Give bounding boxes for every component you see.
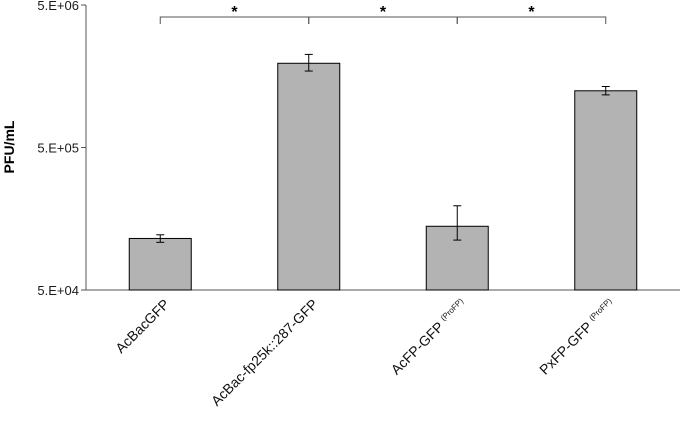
category-label: AcBacGFP <box>112 296 172 356</box>
y-axis-title: PFU/mL <box>1 120 17 173</box>
y-tick-label: 5.E+05 <box>37 141 79 156</box>
bar <box>574 90 638 291</box>
significance-marker: * <box>528 4 535 21</box>
significance-marker: * <box>231 4 238 21</box>
category-label-text: AcBacGFP <box>112 296 172 356</box>
category-label-text: AcBac-fp25k::287-GFP <box>208 296 321 409</box>
category-label-text: PxFP-GFP <box>536 318 595 377</box>
y-tick-label: 5.E+06 <box>37 0 79 13</box>
y-tick-label: 5.E+04 <box>37 283 79 298</box>
bar <box>277 62 341 291</box>
category-label-text: AcFP-GFP <box>388 318 447 377</box>
bars <box>128 62 638 291</box>
category-label: AcFP-GFP(ProFP) <box>388 296 470 378</box>
significance-marker: * <box>380 4 387 21</box>
x-axis-labels: AcBacGFP AcBac-fp25k::287-GFP AcFP-GFP(Pro… <box>112 296 618 409</box>
error-bars <box>156 53 610 243</box>
category-label-superscript: (ProFP) <box>439 296 465 322</box>
category-label: AcBac-fp25k::287-GFP <box>208 296 321 409</box>
significance-bracket <box>456 16 607 24</box>
significance-brackets: * * * <box>159 4 607 24</box>
category-label-superscript: (ProFP) <box>587 296 613 322</box>
category-label: PxFP-GFP(ProFP) <box>536 296 618 378</box>
bar <box>128 237 192 291</box>
